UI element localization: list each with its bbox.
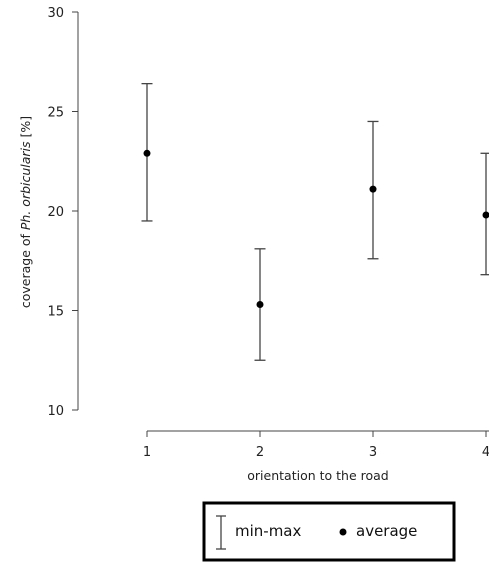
legend: min-max average	[202, 501, 456, 562]
y-axis-title-species: Ph. orbicularis	[18, 141, 33, 230]
legend-range-symbol	[216, 515, 226, 550]
x-tick-label: 1	[143, 445, 151, 460]
y-tick-label: 10	[47, 404, 64, 419]
y-axis-title: coverage of Ph. orbicularis [%]	[18, 116, 33, 308]
y-axis-title-suffix: [%]	[18, 116, 33, 142]
x-tick-label: 2	[256, 445, 264, 460]
legend-box	[202, 501, 456, 562]
legend-average-label: average	[356, 522, 417, 540]
x-axis-title: orientation to the road	[247, 468, 388, 483]
average-point	[143, 149, 151, 157]
legend-average-symbol	[339, 528, 347, 536]
x-tick-label: 4	[482, 445, 489, 460]
y-tick-label: 15	[47, 305, 64, 320]
y-tick-label: 20	[47, 205, 64, 220]
y-ticks: 10 15 20 25 30	[47, 6, 78, 419]
x-tick-label: 3	[369, 445, 377, 460]
x-ticks: 1 2 3 4	[143, 431, 489, 460]
y-tick-label: 30	[47, 6, 64, 21]
y-tick-label: 25	[47, 106, 64, 121]
data-marks	[141, 82, 489, 361]
average-point	[482, 211, 489, 219]
legend-range-label: min-max	[235, 522, 302, 540]
average-point	[369, 185, 377, 193]
average-point	[256, 301, 264, 309]
y-axis-title-prefix: coverage of	[18, 230, 33, 308]
